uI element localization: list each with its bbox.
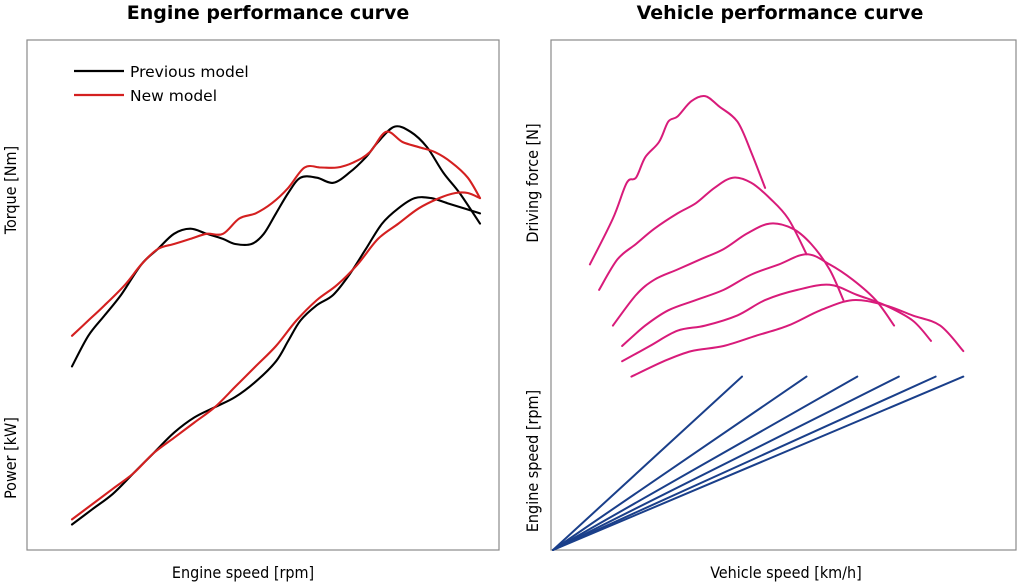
driving-force-curve-gear-6: [630, 298, 965, 378]
engine-speed-line-gear-5: [552, 375, 937, 551]
engine-chart-xlabel: Engine speed [rpm]: [172, 563, 314, 582]
engine-speed-line-gear-1: [552, 375, 743, 551]
vehicle-chart-frame: [550, 39, 1017, 551]
legend-label-previous-model: Previous model: [130, 63, 249, 81]
engine-speed-line-gear-2: [552, 375, 808, 551]
power-line-new-model: [70, 191, 482, 521]
legend-label-new-model: New model: [130, 87, 217, 105]
vehicle-chart-title: Vehicle performance curve: [637, 2, 924, 24]
vehicle-chart-ylabel-engine-speed: Engine speed [rpm]: [523, 390, 542, 532]
engine-chart-ylabel-power: Power [kW]: [1, 417, 20, 499]
driving-force-curve-gear-3: [611, 222, 845, 327]
driving-force-curve-gear-4: [621, 253, 896, 347]
driving-force-curve-gear-1: [588, 94, 767, 266]
engine-chart-title: Engine performance curve: [127, 2, 410, 24]
engine-speed-line-gear-3: [552, 375, 859, 551]
engine-speed-line-gear-6: [552, 375, 965, 551]
engine-chart-frame: [26, 39, 500, 551]
torque-line-new-model: [70, 130, 482, 337]
driving-force-curve-gear-5: [621, 283, 932, 363]
power-line-previous-model: [70, 196, 482, 526]
engine-chart-ylabel-torque: Torque [Nm]: [1, 146, 20, 235]
engine-speed-line-gear-4: [552, 375, 900, 551]
vehicle-chart-lines: [552, 94, 965, 551]
driving-force-curve-gear-2: [598, 176, 808, 291]
vehicle-chart-xlabel: Vehicle speed [km/h]: [710, 563, 862, 582]
engine-chart-lines: [70, 125, 482, 526]
torque-line-previous-model: [70, 125, 482, 368]
vehicle-chart-ylabel-force: Driving force [N]: [523, 123, 542, 242]
engine-chart-legend: Previous model New model: [74, 63, 249, 105]
